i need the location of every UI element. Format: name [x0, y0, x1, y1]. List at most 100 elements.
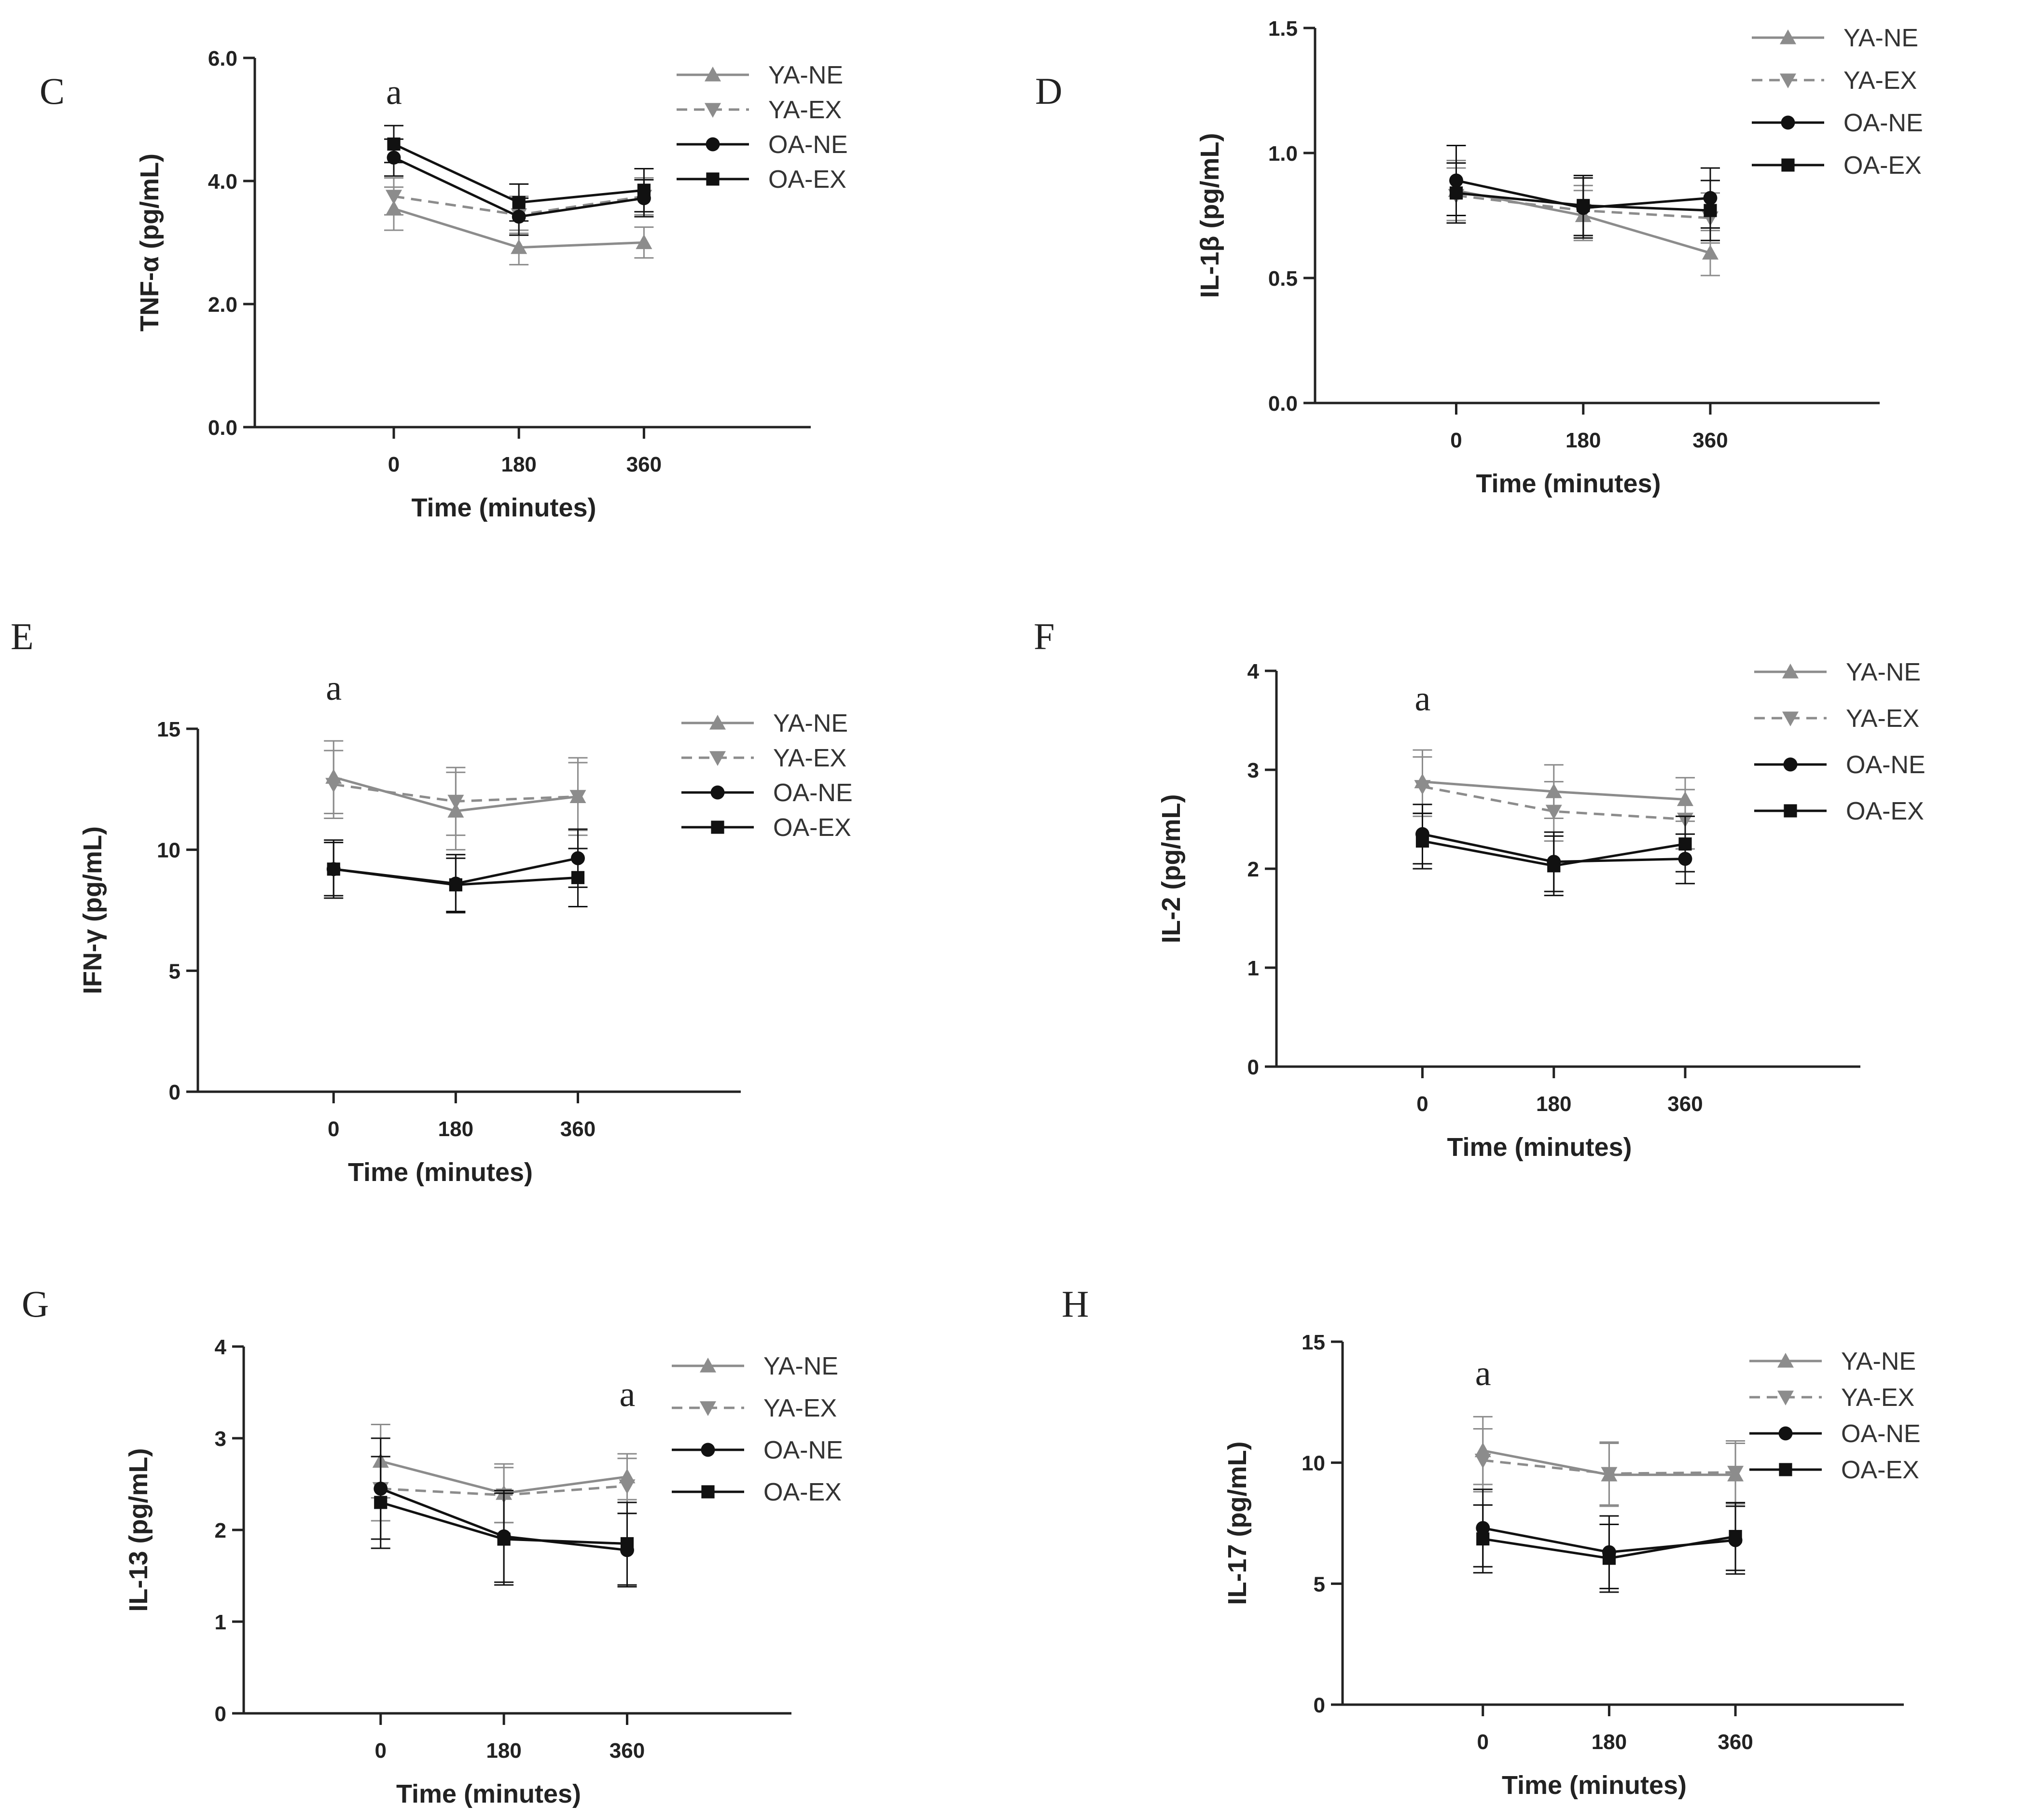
legend-label: OA-NE	[1841, 1420, 1921, 1448]
y-tick-label: 2	[215, 1519, 226, 1542]
data-point	[1577, 199, 1590, 212]
legend-d: YA-NE YA-EX OA-NE OA-EX	[1752, 24, 1923, 180]
legend-marker	[706, 172, 720, 186]
y-tick-label: 1.5	[1268, 17, 1298, 41]
data-point	[1602, 1552, 1616, 1565]
x-tick-label: 0	[388, 453, 400, 476]
legend-marker	[705, 103, 721, 118]
x-tick-label: 0	[1416, 1092, 1428, 1116]
data-point	[511, 239, 527, 254]
significance-label: a	[1415, 679, 1431, 719]
data-point	[1704, 204, 1717, 217]
y-tick-label: 15	[157, 718, 180, 741]
series-oa-ex	[371, 1456, 637, 1586]
legend-label: OA-EX	[773, 814, 851, 842]
legend-e: YA-NE YA-EX OA-NE OA-EX	[681, 709, 853, 842]
x-axis-title-h: Time (minutes)	[1502, 1771, 1687, 1800]
panel-label-c: C	[40, 70, 65, 112]
data-point	[620, 1537, 634, 1551]
series-line-ya-ex	[1422, 785, 1686, 820]
series-ya-ex	[324, 750, 588, 836]
legend-marker	[705, 67, 721, 82]
significance-label: a	[1475, 1354, 1491, 1393]
data-point	[1678, 837, 1692, 851]
legend-label: YA-NE	[1846, 658, 1921, 686]
legend-label: OA-NE	[763, 1436, 843, 1464]
legend-marker	[711, 820, 724, 834]
series-oa-ex	[1413, 812, 1695, 896]
y-tick-label: 15	[1302, 1331, 1325, 1354]
data-point	[1414, 780, 1431, 795]
legend-label: OA-NE	[773, 779, 853, 807]
data-point	[569, 790, 586, 805]
x-tick-label: 0	[1477, 1730, 1489, 1754]
legend-label: OA-EX	[1843, 152, 1922, 180]
y-axis-title-e: IFN-γ (pg/mL)	[78, 826, 107, 994]
data-point	[387, 137, 401, 151]
panel-f: F 0 1 2 3 4 0 180 360 Time (minutes) IL-2 (pg/mL) a…	[1034, 615, 1926, 1162]
data-point	[1449, 186, 1463, 200]
legend-label: YA-NE	[768, 61, 843, 89]
y-tick-label: 4.0	[208, 170, 237, 194]
x-axis-title-c: Time (minutes)	[411, 493, 596, 522]
y-tick-label: 0.0	[208, 416, 237, 440]
legend-label: YA-NE	[773, 709, 848, 737]
y-tick-label: 1	[215, 1611, 226, 1634]
y-tick-label: 6.0	[208, 47, 237, 70]
panel-label-h: H	[1062, 1283, 1089, 1325]
x-axis-title-e: Time (minutes)	[348, 1158, 533, 1187]
legend-h: YA-NE YA-EX OA-NE OA-EX	[1749, 1348, 1921, 1484]
x-tick-label: 360	[610, 1739, 645, 1763]
legend-g: YA-NE YA-EX OA-NE OA-EX	[672, 1352, 843, 1506]
x-tick-label: 0	[1450, 429, 1462, 452]
data-point	[497, 1532, 511, 1546]
legend-marker	[709, 751, 726, 766]
data-point	[571, 871, 585, 884]
legend-label: YA-EX	[763, 1394, 837, 1422]
data-point	[1474, 1454, 1491, 1469]
legend-label: YA-EX	[773, 744, 846, 772]
legend-marker	[1784, 804, 1797, 818]
data-point	[449, 878, 462, 891]
legend-label: YA-EX	[1841, 1384, 1914, 1412]
y-tick-label: 4	[1247, 660, 1260, 683]
x-axis-title-g: Time (minutes)	[396, 1779, 581, 1808]
series-oa-ex	[384, 125, 654, 222]
panel-h: H 0 5 10 15 0 180 360 Time (minutes) IL-17 (pg/mL…	[1062, 1283, 1921, 1800]
data-point	[1476, 1532, 1490, 1546]
y-axis-title-h: IL-17 (pg/mL)	[1223, 1442, 1252, 1605]
legend-label: YA-EX	[1846, 705, 1919, 733]
y-tick-label: 5	[169, 959, 180, 983]
legend-marker	[1777, 1353, 1794, 1368]
series-oa-ex	[1446, 162, 1720, 241]
data-point	[512, 196, 526, 209]
legend-marker	[1783, 757, 1798, 772]
significance-label: a	[326, 668, 342, 708]
legend-c: YA-NE YA-EX OA-NE OA-EX	[677, 61, 848, 194]
panel-label-f: F	[1034, 615, 1054, 657]
data-point	[1547, 859, 1561, 873]
panel-d: D 0.0 0.5 1.0 1.5 0 180 360 Time (minutes) IL-1β …	[1035, 17, 1923, 498]
x-tick-label: 360	[626, 453, 662, 476]
panel-label-e: E	[11, 615, 34, 657]
x-axis-title-d: Time (minutes)	[1476, 469, 1661, 498]
data-point	[636, 234, 652, 250]
legend-marker	[1780, 73, 1796, 88]
y-tick-label: 10	[1302, 1452, 1325, 1475]
y-tick-label: 4	[215, 1335, 227, 1359]
x-tick-label: 180	[438, 1117, 473, 1141]
legend-marker	[706, 137, 720, 152]
y-tick-label: 0	[1247, 1056, 1259, 1079]
panel-label-g: G	[22, 1283, 49, 1325]
legend-label: OA-EX	[763, 1478, 842, 1506]
x-tick-label: 180	[1566, 429, 1601, 452]
y-tick-label: 2.0	[208, 293, 237, 317]
y-tick-label: 2	[1247, 858, 1259, 881]
series-ya-ex	[1473, 1428, 1746, 1506]
x-tick-label: 180	[486, 1739, 521, 1763]
legend-marker	[701, 1485, 715, 1499]
legend-marker	[1779, 1463, 1792, 1476]
data-point	[1545, 805, 1562, 820]
legend-label: OA-EX	[768, 166, 846, 194]
